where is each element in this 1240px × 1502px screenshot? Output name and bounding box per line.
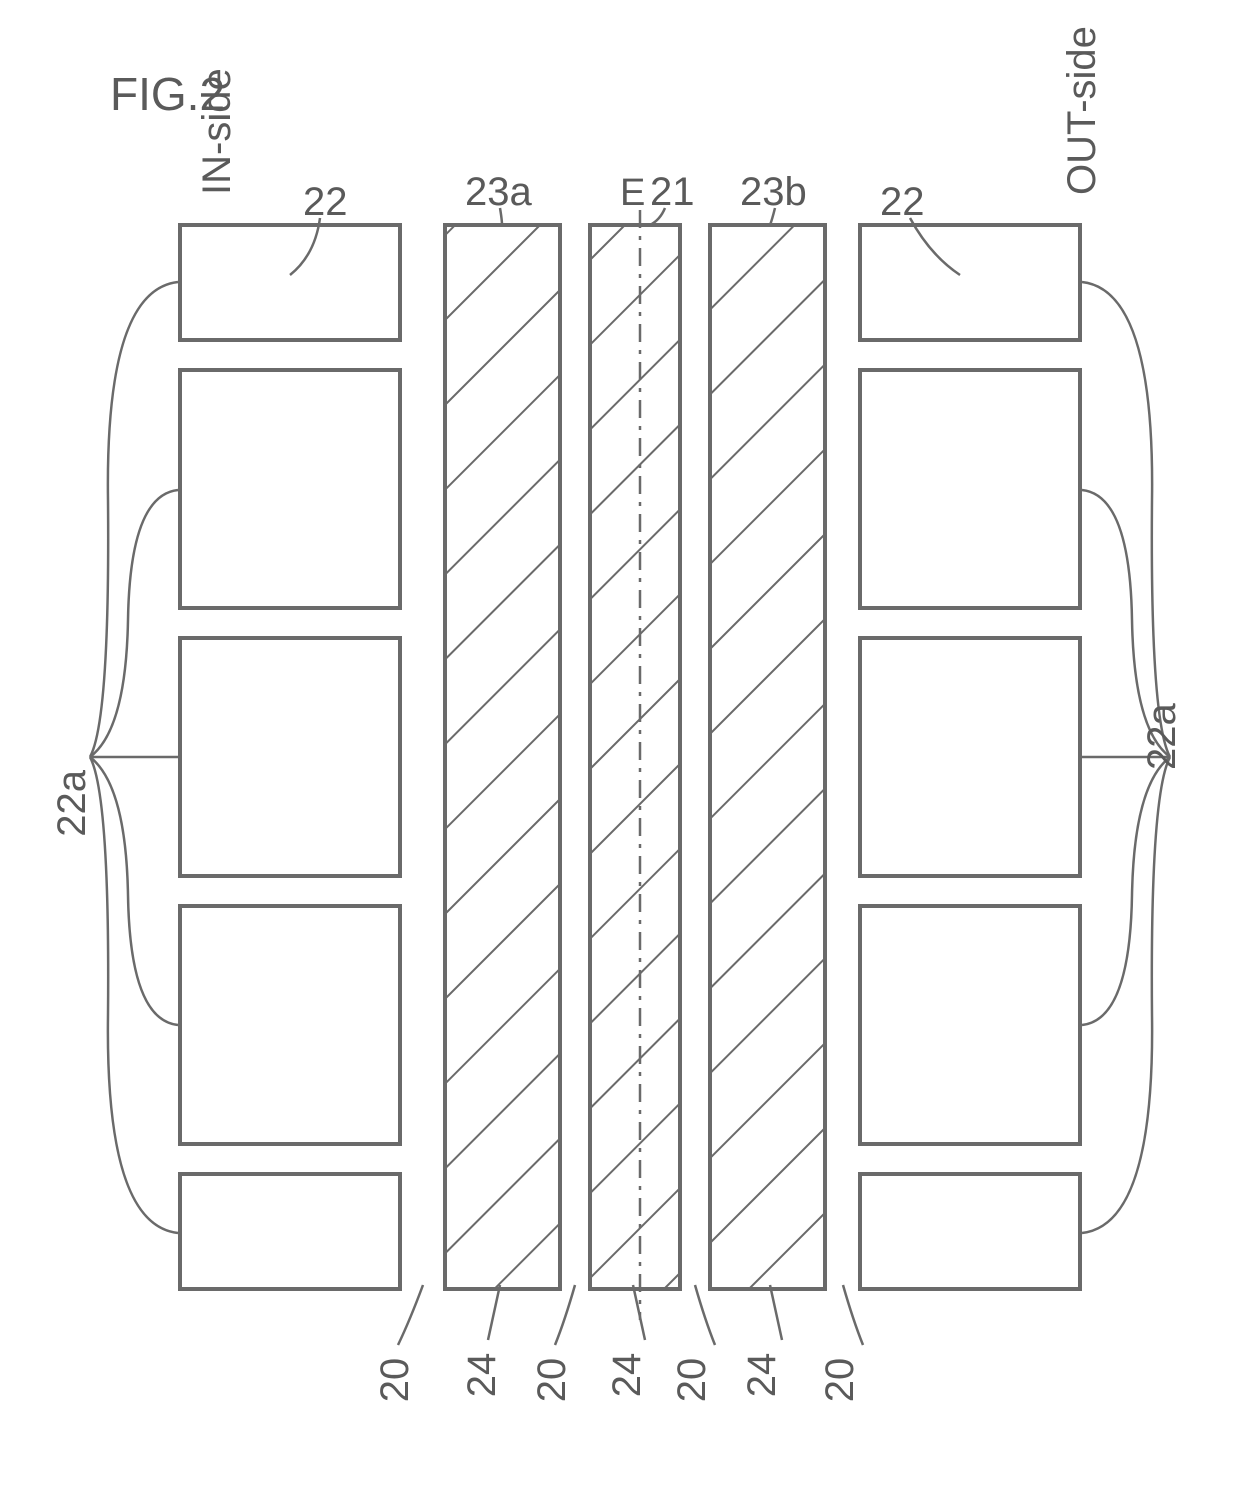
brace-right-lower bbox=[1082, 757, 1170, 1233]
brace-right-upper bbox=[1082, 282, 1170, 757]
label-20-1: 20 bbox=[373, 1358, 417, 1403]
figure-svg: FIG.2 IN-side OUT-side E 22 23a 21 23b 2… bbox=[0, 0, 1240, 1497]
label-20-2: 20 bbox=[530, 1358, 574, 1403]
block-right bbox=[860, 225, 1080, 340]
blocks-left bbox=[180, 225, 400, 1289]
block-left bbox=[180, 1174, 400, 1289]
label-23b: 23b bbox=[740, 170, 807, 214]
leader-24-3 bbox=[770, 1285, 782, 1340]
block-right bbox=[860, 370, 1080, 608]
label-22a-left: 22a bbox=[50, 769, 94, 836]
label-22a-right: 22a bbox=[1140, 703, 1184, 770]
block-left bbox=[180, 370, 400, 608]
brace-left-u2 bbox=[90, 490, 178, 757]
label-24-1: 24 bbox=[460, 1353, 504, 1398]
block-left bbox=[180, 225, 400, 340]
label-20-3: 20 bbox=[670, 1358, 714, 1403]
block-right bbox=[860, 1174, 1080, 1289]
block-left bbox=[180, 638, 400, 876]
block-right bbox=[860, 906, 1080, 1144]
label-24-2: 24 bbox=[605, 1353, 649, 1398]
in-side-label: IN-side bbox=[195, 68, 239, 195]
rib-right bbox=[710, 225, 825, 1289]
rib-left bbox=[445, 225, 560, 1289]
brace-right-l2 bbox=[1082, 757, 1170, 1025]
e-label: E bbox=[620, 172, 645, 214]
label-22-left: 22 bbox=[303, 180, 348, 224]
block-right bbox=[860, 638, 1080, 876]
label-20-4: 20 bbox=[818, 1358, 862, 1403]
label-23a: 23a bbox=[465, 170, 532, 214]
brace-left-lower bbox=[90, 757, 178, 1233]
label-22-right: 22 bbox=[880, 180, 925, 224]
leader-20-2 bbox=[555, 1285, 575, 1345]
brace-left-upper bbox=[90, 282, 178, 757]
leader-20-4 bbox=[843, 1285, 863, 1345]
blocks-right bbox=[860, 225, 1080, 1289]
leader-24-1 bbox=[488, 1285, 500, 1340]
block-left bbox=[180, 906, 400, 1144]
label-24-3: 24 bbox=[740, 1353, 784, 1398]
brace-left-l2 bbox=[90, 757, 178, 1025]
leader-20-1 bbox=[398, 1285, 423, 1345]
rib-center bbox=[590, 225, 680, 1289]
label-21: 21 bbox=[650, 170, 695, 214]
leader-24-2 bbox=[633, 1285, 645, 1340]
out-side-label: OUT-side bbox=[1060, 26, 1104, 195]
leader-20-3 bbox=[695, 1285, 715, 1345]
